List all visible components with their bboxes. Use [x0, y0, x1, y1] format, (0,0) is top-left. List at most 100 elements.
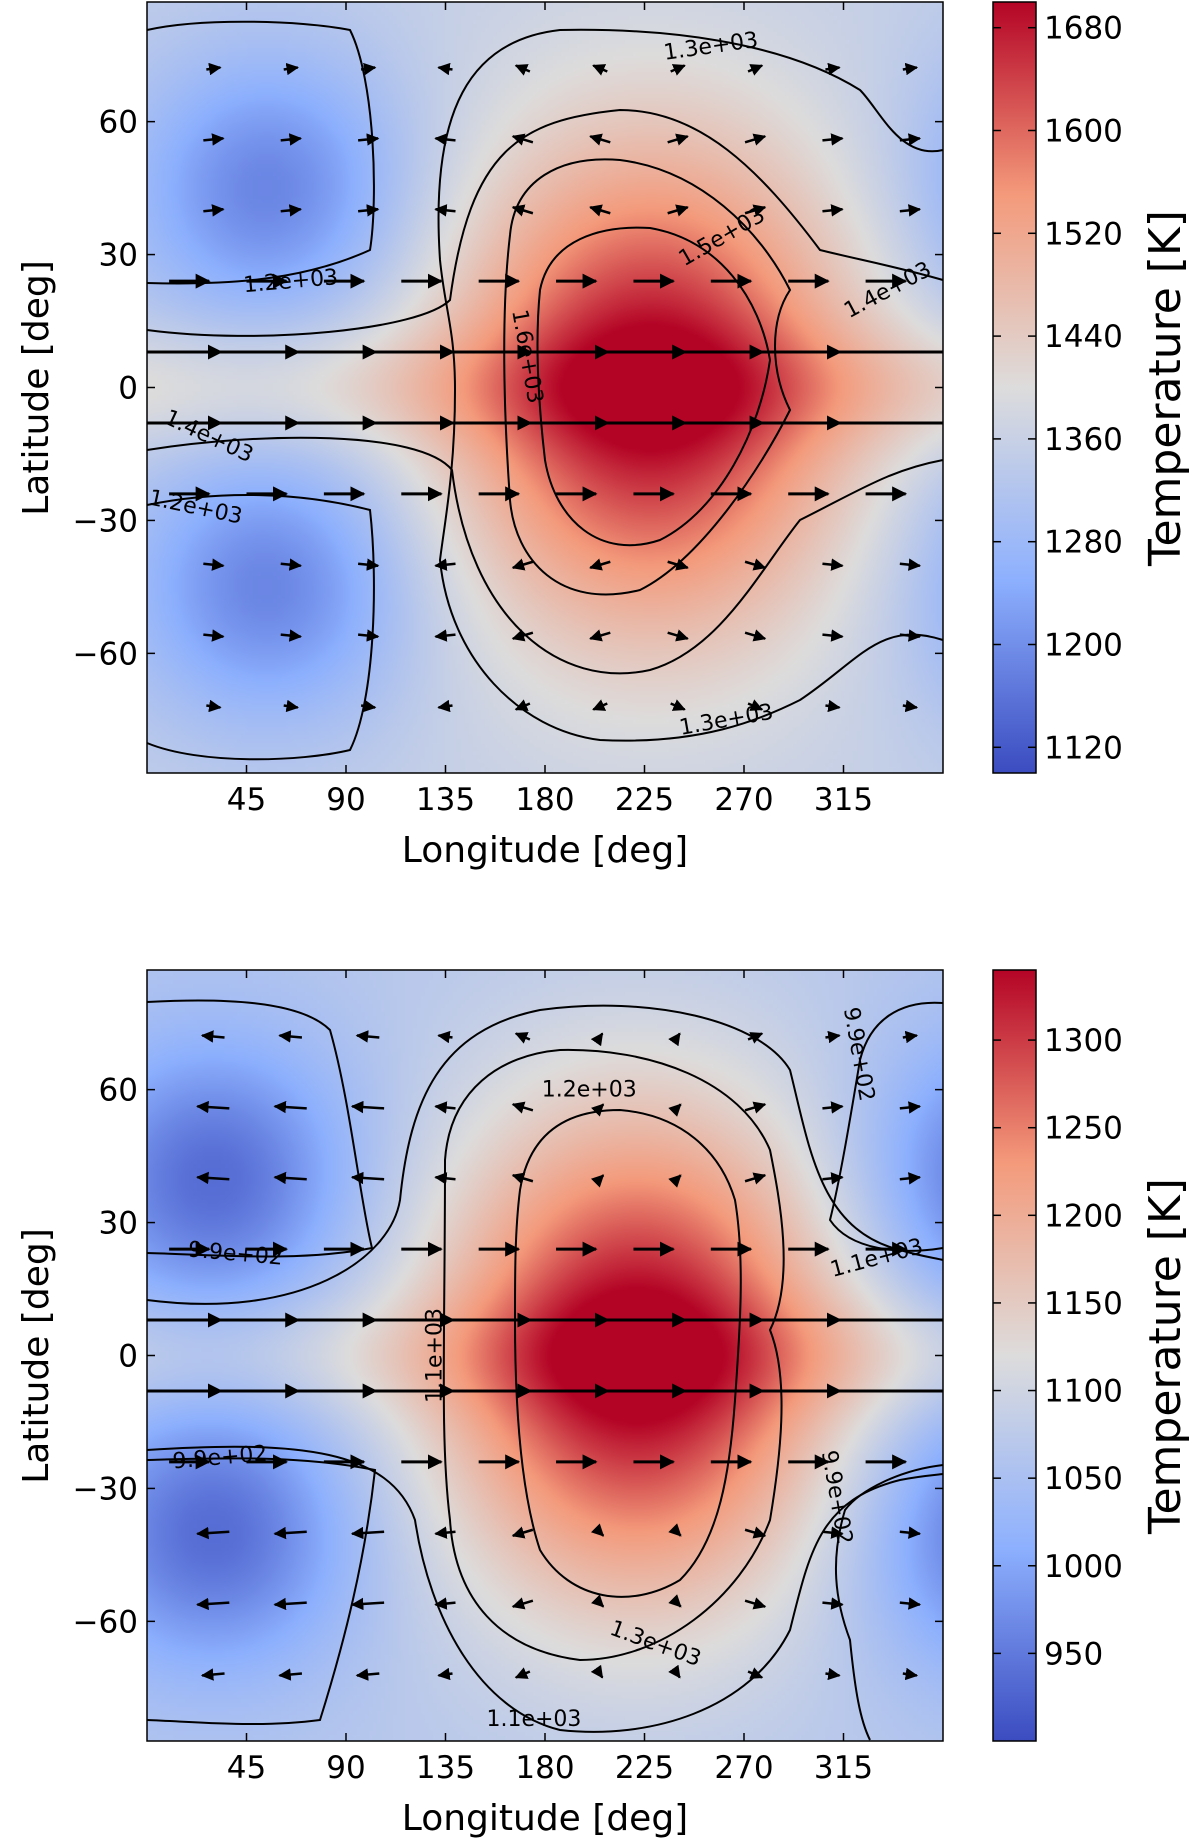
- wind-arrow: [203, 629, 225, 642]
- bottom-contour-1200: [442, 1048, 785, 1662]
- wind-arrow: [899, 1597, 922, 1610]
- wind-arrow: [273, 1597, 307, 1611]
- wind-arrow: [899, 1172, 922, 1185]
- wind-arrow: [280, 558, 302, 571]
- wind-arrow: [902, 699, 919, 713]
- wind-arrow: [514, 699, 531, 711]
- bottom-colorbar-label: Temperature [K]: [1140, 1178, 1191, 1535]
- colorbar-tick-label: 950: [1044, 1636, 1103, 1672]
- wind-arrow: [899, 629, 922, 642]
- y-tick-label: 0: [118, 371, 138, 407]
- wind-arrow: [590, 1523, 605, 1537]
- bottom-temperature-map: 1.2e+03 9.9e+029.9e+02 1.1e+031.1e+039.9e+…: [16, 969, 1191, 1839]
- wind-arrow: [355, 1668, 380, 1681]
- wind-arrow: [437, 1030, 453, 1044]
- wind-arrow: [434, 558, 456, 571]
- x-tick-label: 225: [615, 782, 674, 818]
- wind-arrow: [283, 62, 299, 76]
- colorbar-tick-label: 1120: [1044, 730, 1123, 766]
- wind-arrow: [590, 1103, 605, 1117]
- bottom-contour-1300: [513, 1108, 742, 1598]
- wind-arrow: [273, 1171, 307, 1185]
- colorbar-tick-label: 1280: [1044, 525, 1123, 561]
- x-tick-label: 45: [227, 1750, 266, 1786]
- wind-arrow: [511, 1172, 534, 1185]
- wind-arrow: [437, 699, 453, 713]
- top-wind-vectors: [147, 62, 943, 713]
- bottom-contour-1100-south: [146, 1445, 944, 1733]
- wind-arrow: [434, 1526, 456, 1539]
- top-colorbar: [992, 1, 1037, 774]
- x-tick-label: 225: [615, 1750, 674, 1786]
- wind-arrow: [668, 1032, 681, 1047]
- wind-arrow: [196, 1100, 230, 1114]
- x-tick-label: 180: [515, 782, 574, 818]
- wind-arrow: [744, 1101, 767, 1114]
- wind-arrow: [511, 133, 534, 146]
- x-tick-label: 180: [515, 1750, 574, 1786]
- top-contour-1400: [146, 108, 944, 337]
- top-temperature-map: 1.3e+031.2e+031.5e+031.4e+031.6e+031.4e+…: [16, 1, 1191, 871]
- wind-arrow: [825, 699, 841, 713]
- wind-arrow: [203, 558, 225, 571]
- wind-arrow: [357, 133, 380, 146]
- wind-arrow: [822, 133, 844, 146]
- top-y-ticks: 60 30 0 −30 −60: [73, 105, 943, 672]
- y-tick-label: 0: [118, 1339, 138, 1375]
- wind-arrow: [902, 62, 919, 76]
- top-contour-1600: [536, 226, 772, 547]
- colorbar-tick-label: 1200: [1044, 628, 1123, 664]
- wind-arrow: [825, 1667, 841, 1681]
- x-tick-label: 315: [814, 1750, 873, 1786]
- top-contour-lines: [146, 20, 944, 761]
- wind-arrow: [744, 558, 767, 571]
- top-contour-1300: [437, 28, 944, 742]
- wind-arrow: [899, 133, 922, 146]
- top-colorbar-label: Temperature [K]: [1140, 210, 1191, 567]
- wind-arrow: [822, 558, 844, 571]
- wind-arrow: [590, 1594, 605, 1608]
- wind-arrow: [747, 64, 764, 76]
- wind-arrow: [747, 1667, 764, 1679]
- wind-arrow: [902, 1030, 919, 1044]
- wind-arrow: [747, 1032, 764, 1044]
- wind-arrow: [592, 699, 608, 711]
- wind-arrow: [278, 1030, 303, 1043]
- wind-arrow: [206, 699, 222, 713]
- contour-label: 1.1e+03: [422, 1308, 447, 1403]
- wind-arrow: [357, 558, 380, 571]
- wind-arrow: [437, 62, 453, 76]
- colorbar-tick-label: 1200: [1044, 1198, 1123, 1234]
- y-tick-label: −60: [73, 1604, 138, 1640]
- colorbar-tick-label: 1440: [1044, 319, 1123, 355]
- x-tick-label: 90: [326, 1750, 365, 1786]
- wind-arrow: [273, 1100, 307, 1114]
- wind-arrow: [200, 1030, 225, 1043]
- wind-arrow: [355, 1030, 380, 1043]
- x-tick-label: 135: [416, 1750, 475, 1786]
- wind-arrow: [670, 699, 686, 711]
- top-x-ticks: 45 90 135 180 225 270 315: [227, 2, 873, 818]
- wind-arrow: [668, 1594, 682, 1608]
- wind-arrow: [511, 204, 534, 217]
- wind-arrow: [280, 204, 302, 217]
- y-tick-label: 60: [99, 1073, 138, 1109]
- wind-arrow: [273, 1526, 307, 1540]
- bottom-x-ticks: 45 90 135 180 225 270 315: [227, 970, 873, 1786]
- wind-arrow: [434, 629, 456, 642]
- y-tick-label: 60: [99, 105, 138, 141]
- wind-arrow: [589, 204, 611, 217]
- colorbar-tick-label: 1150: [1044, 1286, 1123, 1322]
- x-tick-label: 45: [227, 782, 266, 818]
- wind-arrow: [744, 204, 767, 217]
- contour-label: 1.2e+03: [542, 1078, 637, 1103]
- wind-arrow: [902, 1667, 919, 1681]
- wind-arrow: [511, 1526, 534, 1539]
- wind-arrow: [825, 62, 841, 76]
- wind-arrow: [350, 1171, 385, 1185]
- wind-arrow: [825, 1030, 841, 1044]
- wind-arrow: [667, 204, 689, 217]
- wind-arrow: [668, 1103, 682, 1117]
- wind-arrow: [668, 1664, 681, 1679]
- wind-arrow: [278, 1668, 303, 1681]
